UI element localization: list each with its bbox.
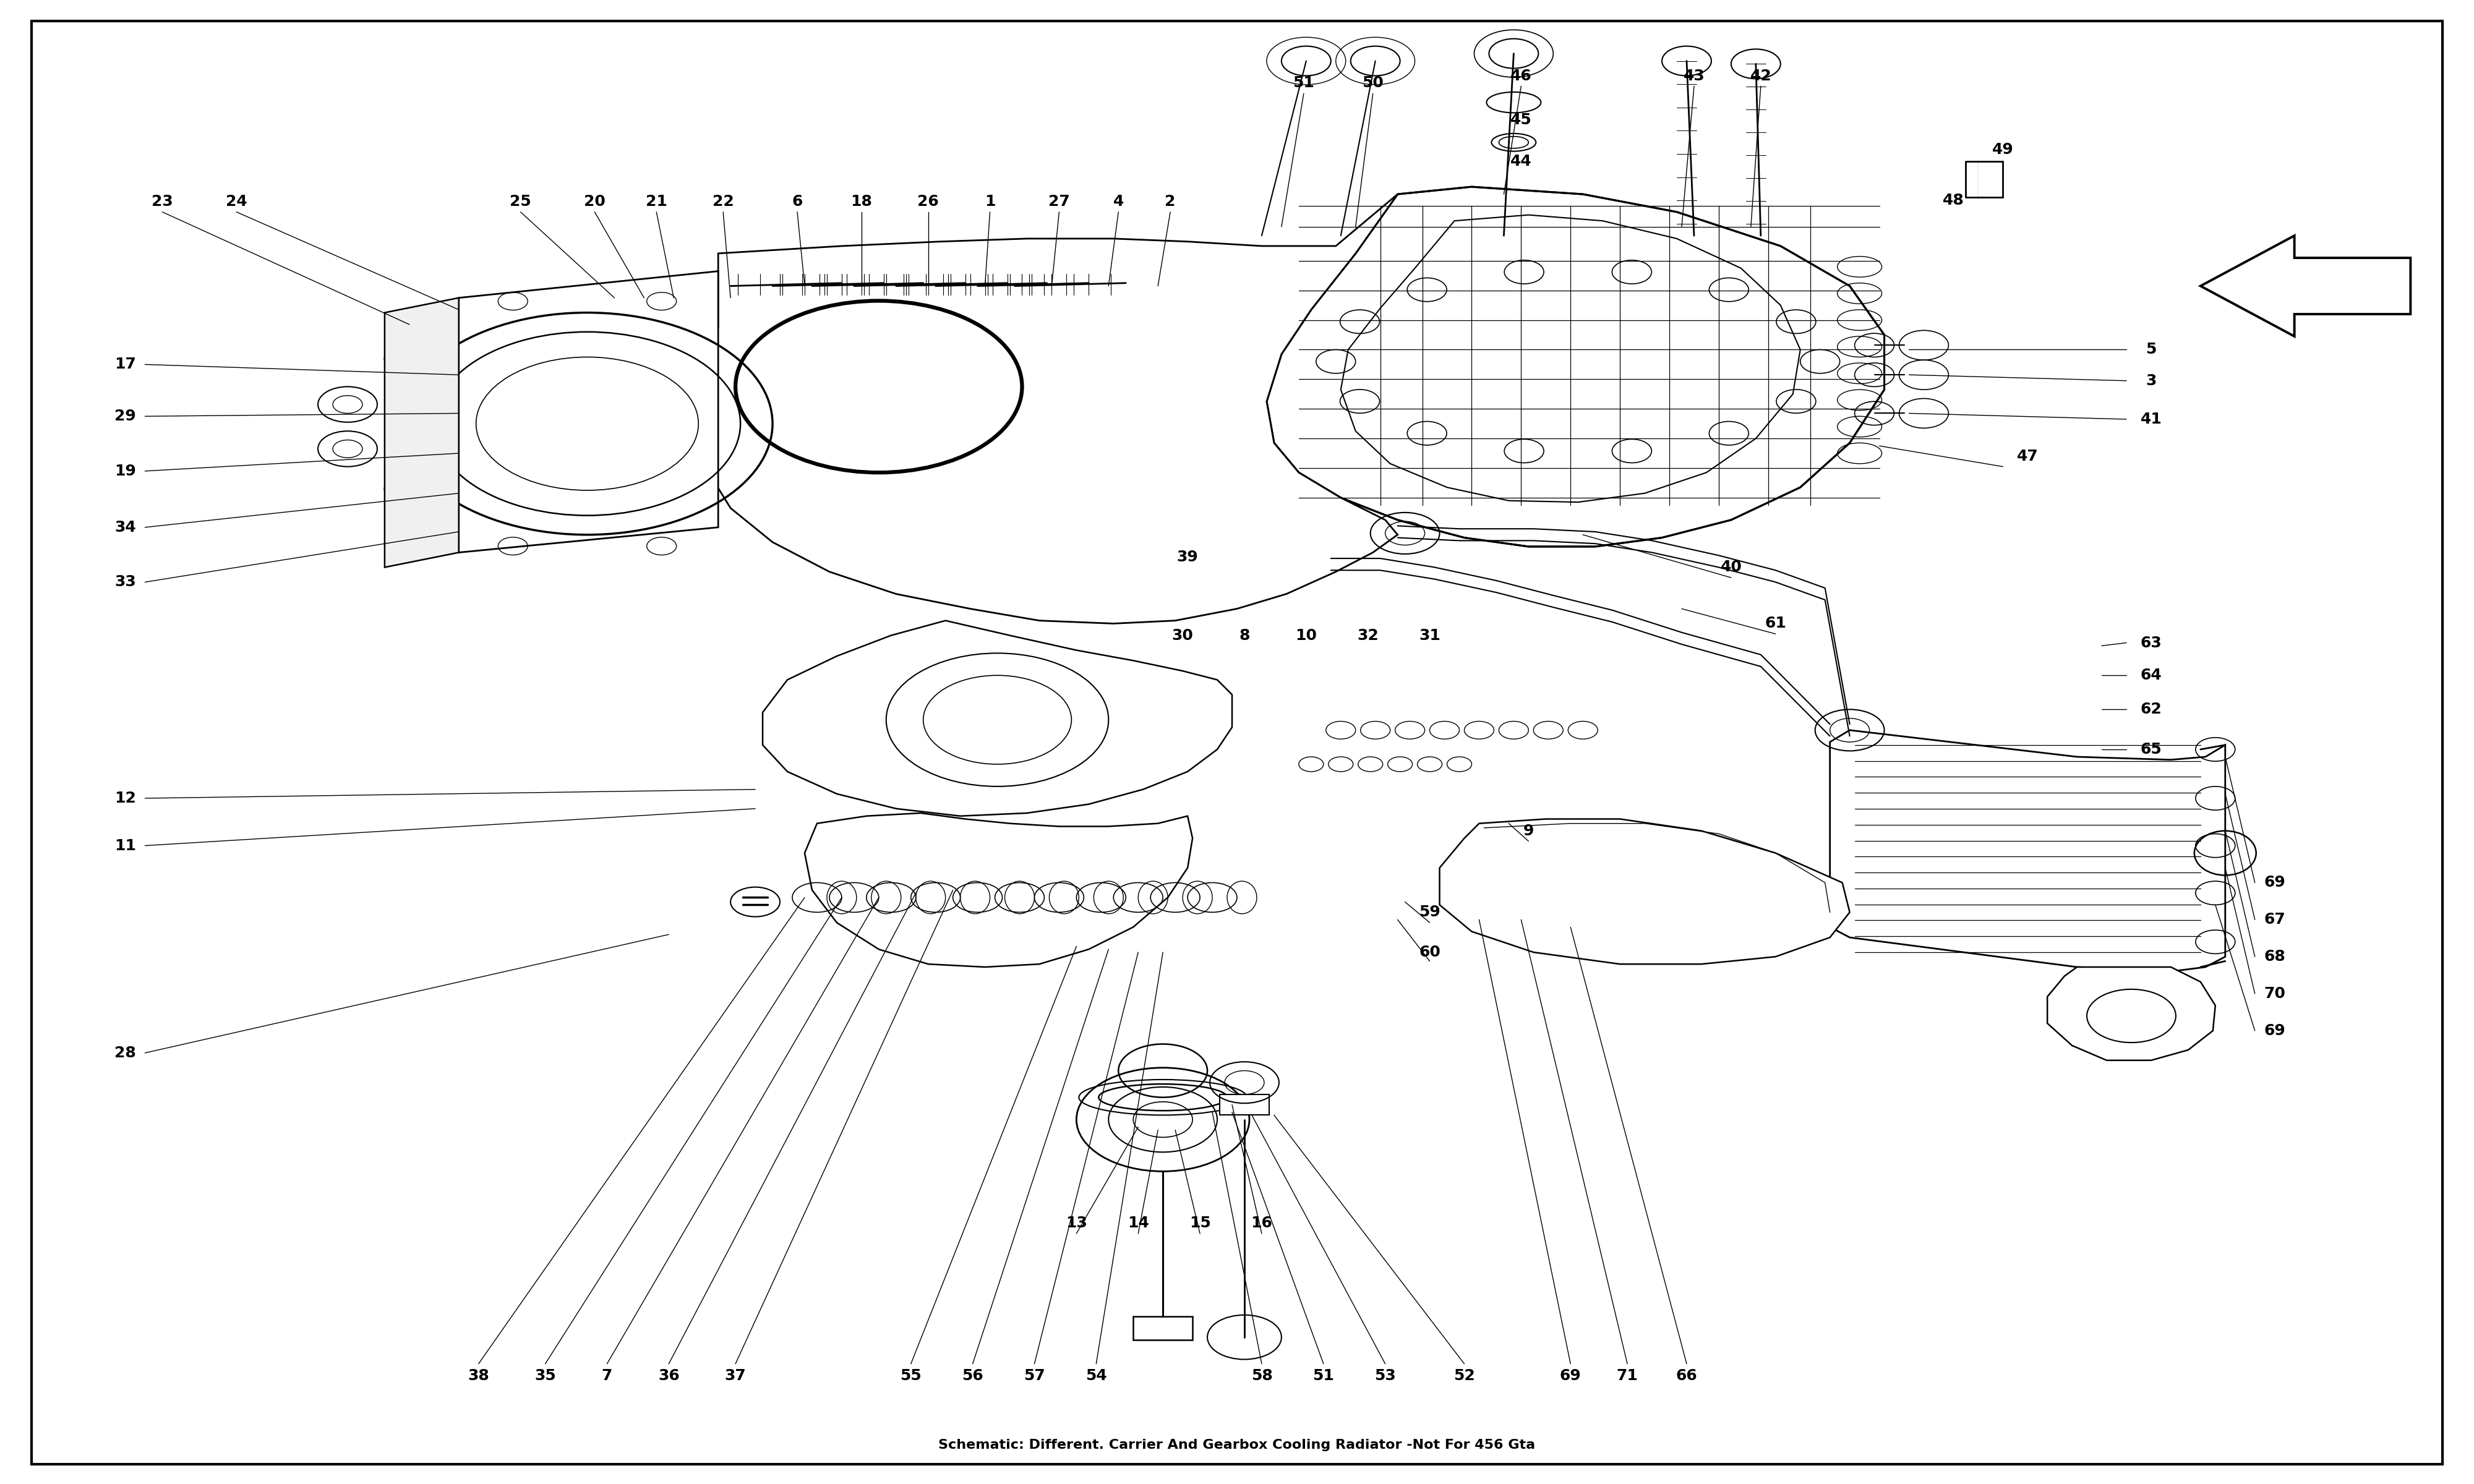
Text: 17: 17 <box>114 358 136 372</box>
Text: Schematic: Different. Carrier And Gearbox Cooling Radiator -Not For 456 Gta: Schematic: Different. Carrier And Gearbo… <box>938 1439 1536 1451</box>
Text: 34: 34 <box>114 519 136 534</box>
Text: 22: 22 <box>713 194 735 209</box>
Text: 65: 65 <box>2140 742 2162 757</box>
Text: 46: 46 <box>1509 68 1531 83</box>
Text: 3: 3 <box>2145 374 2157 389</box>
Text: 55: 55 <box>901 1368 923 1383</box>
Text: 35: 35 <box>534 1368 557 1383</box>
Polygon shape <box>804 813 1192 968</box>
Text: 60: 60 <box>1420 945 1440 960</box>
Text: 58: 58 <box>1252 1368 1272 1383</box>
Text: 8: 8 <box>1239 628 1249 643</box>
Text: 47: 47 <box>2016 448 2039 463</box>
Polygon shape <box>1220 1094 1269 1114</box>
Text: 29: 29 <box>114 410 136 424</box>
Text: 25: 25 <box>510 194 532 209</box>
Polygon shape <box>1267 187 1885 546</box>
Polygon shape <box>1440 819 1851 965</box>
Text: 33: 33 <box>114 574 136 589</box>
Text: 28: 28 <box>114 1046 136 1061</box>
Polygon shape <box>698 194 1398 623</box>
Text: 21: 21 <box>646 194 668 209</box>
Polygon shape <box>383 298 458 567</box>
Text: 52: 52 <box>1455 1368 1475 1383</box>
Polygon shape <box>458 272 717 552</box>
Text: 48: 48 <box>1942 193 1964 208</box>
Text: 10: 10 <box>1296 628 1316 643</box>
Text: 30: 30 <box>1173 628 1192 643</box>
Polygon shape <box>1133 1316 1192 1340</box>
Text: 5: 5 <box>2145 343 2157 358</box>
Text: 6: 6 <box>792 194 802 209</box>
Text: 14: 14 <box>1128 1215 1148 1230</box>
Text: 11: 11 <box>114 838 136 853</box>
FancyArrow shape <box>2199 236 2410 337</box>
Polygon shape <box>1831 730 2224 972</box>
Text: 23: 23 <box>151 194 173 209</box>
Text: 37: 37 <box>725 1368 747 1383</box>
Polygon shape <box>762 620 1232 816</box>
Text: 7: 7 <box>601 1368 614 1383</box>
Text: 64: 64 <box>2140 668 2162 683</box>
Text: 69: 69 <box>2264 1024 2286 1039</box>
Text: 70: 70 <box>2264 987 2286 1002</box>
Text: 50: 50 <box>1363 76 1383 91</box>
Text: 43: 43 <box>1682 68 1705 83</box>
Text: 41: 41 <box>2140 413 2162 427</box>
Text: 69: 69 <box>1559 1368 1581 1383</box>
Text: 67: 67 <box>2264 913 2286 927</box>
Text: 39: 39 <box>1178 549 1197 564</box>
Text: 32: 32 <box>1358 628 1378 643</box>
Text: 16: 16 <box>1252 1215 1272 1230</box>
Text: 42: 42 <box>1749 68 1771 83</box>
Text: 19: 19 <box>114 463 136 478</box>
Text: 53: 53 <box>1376 1368 1395 1383</box>
Text: 68: 68 <box>2264 950 2286 965</box>
Text: 45: 45 <box>1509 113 1531 128</box>
Text: 4: 4 <box>1113 194 1123 209</box>
Text: 56: 56 <box>962 1368 982 1383</box>
Text: 51: 51 <box>1294 76 1314 91</box>
Text: 59: 59 <box>1420 905 1440 920</box>
Text: 18: 18 <box>851 194 873 209</box>
Text: 26: 26 <box>918 194 940 209</box>
Text: 69: 69 <box>2264 876 2286 890</box>
Text: 62: 62 <box>2140 702 2162 717</box>
Text: 15: 15 <box>1190 1215 1210 1230</box>
Text: 44: 44 <box>1509 154 1531 169</box>
Text: 71: 71 <box>1616 1368 1638 1383</box>
Text: 38: 38 <box>468 1368 490 1383</box>
Text: 54: 54 <box>1086 1368 1106 1383</box>
Text: 12: 12 <box>114 791 136 806</box>
Text: 27: 27 <box>1049 194 1069 209</box>
Text: 13: 13 <box>1066 1215 1086 1230</box>
Text: 57: 57 <box>1024 1368 1044 1383</box>
Text: 20: 20 <box>584 194 606 209</box>
Text: 31: 31 <box>1420 628 1440 643</box>
Polygon shape <box>2048 968 2214 1061</box>
Text: 2: 2 <box>1165 194 1175 209</box>
Text: 36: 36 <box>658 1368 680 1383</box>
Text: 49: 49 <box>1992 142 2014 157</box>
Text: 61: 61 <box>1764 616 1786 631</box>
Text: 9: 9 <box>1524 824 1534 838</box>
Text: 1: 1 <box>985 194 995 209</box>
Text: 66: 66 <box>1675 1368 1697 1383</box>
Text: 40: 40 <box>1719 559 1742 574</box>
Text: 51: 51 <box>1314 1368 1333 1383</box>
Text: 24: 24 <box>225 194 247 209</box>
Text: 63: 63 <box>2140 635 2162 650</box>
